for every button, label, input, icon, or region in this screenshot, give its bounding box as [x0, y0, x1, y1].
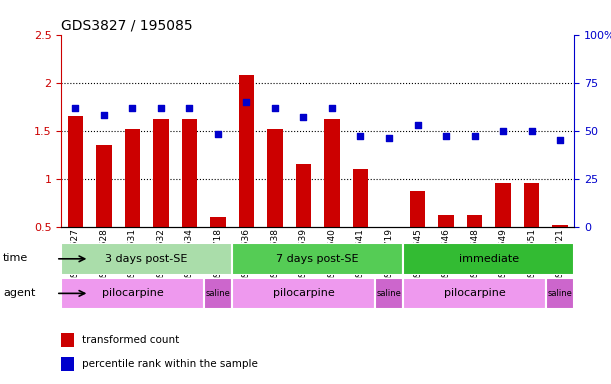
Text: percentile rank within the sample: percentile rank within the sample — [82, 359, 257, 369]
Bar — [232, 243, 403, 275]
Bar — [96, 145, 112, 227]
Point — [527, 127, 536, 134]
Bar — [125, 129, 141, 227]
Text: agent: agent — [3, 288, 35, 298]
Bar — [546, 278, 574, 309]
Bar — [61, 278, 203, 309]
Point — [412, 122, 422, 128]
Bar — [524, 184, 540, 227]
Bar — [467, 215, 482, 227]
Point — [185, 104, 194, 111]
Text: saline: saline — [205, 289, 230, 298]
Bar — [61, 358, 74, 371]
Point — [384, 135, 394, 141]
Point — [327, 104, 337, 111]
Text: pilocarpine: pilocarpine — [101, 288, 163, 298]
Bar — [203, 278, 232, 309]
Bar — [68, 116, 83, 227]
Bar — [61, 333, 74, 348]
Text: GDS3827 / 195085: GDS3827 / 195085 — [61, 18, 192, 32]
Bar — [61, 243, 232, 275]
Text: saline: saline — [547, 289, 573, 298]
Bar — [153, 119, 169, 227]
Point — [156, 104, 166, 111]
Bar — [210, 217, 226, 227]
Bar — [267, 129, 283, 227]
Point — [498, 127, 508, 134]
Point — [441, 133, 451, 139]
Bar — [409, 191, 425, 227]
Bar — [232, 278, 375, 309]
Bar — [375, 278, 403, 309]
Point — [356, 133, 365, 139]
Text: pilocarpine: pilocarpine — [444, 288, 505, 298]
Text: time: time — [3, 253, 28, 263]
Point — [70, 104, 80, 111]
Bar — [296, 164, 311, 227]
Point — [270, 104, 280, 111]
Point — [470, 133, 480, 139]
Point — [213, 131, 223, 137]
Bar — [403, 243, 574, 275]
Bar — [353, 169, 368, 227]
Bar — [403, 278, 546, 309]
Bar — [552, 225, 568, 227]
Bar — [181, 119, 197, 227]
Text: 3 days post-SE: 3 days post-SE — [106, 254, 188, 264]
Text: saline: saline — [376, 289, 401, 298]
Text: immediate: immediate — [459, 254, 519, 264]
Text: transformed count: transformed count — [82, 335, 179, 345]
Point — [555, 137, 565, 143]
Text: 7 days post-SE: 7 days post-SE — [276, 254, 359, 264]
Bar — [495, 184, 511, 227]
Text: pilocarpine: pilocarpine — [273, 288, 334, 298]
Bar — [238, 75, 254, 227]
Bar — [324, 119, 340, 227]
Point — [99, 112, 109, 118]
Point — [299, 114, 309, 120]
Point — [241, 99, 251, 105]
Bar — [438, 215, 454, 227]
Point — [128, 104, 137, 111]
